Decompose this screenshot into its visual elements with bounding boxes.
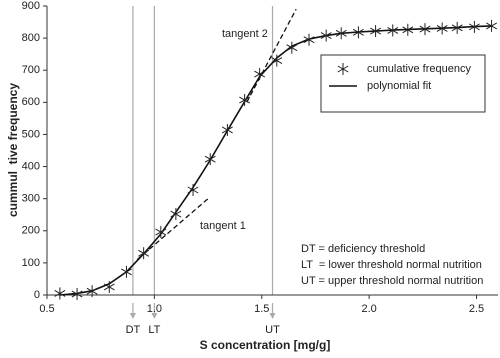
data-point <box>468 20 480 33</box>
data-point <box>402 23 414 36</box>
threshold-arrowhead <box>129 313 136 319</box>
asterisk-stroke <box>271 57 283 65</box>
data-point <box>436 22 448 35</box>
data-point <box>204 153 216 166</box>
asterisk-stroke <box>286 44 298 52</box>
data-point <box>254 68 266 81</box>
threshold-label: UT <box>265 324 280 336</box>
asterisk-stroke <box>239 96 251 104</box>
data-point <box>71 288 83 301</box>
threshold-label: LT <box>148 324 160 336</box>
data-point <box>103 280 115 293</box>
asterisk-stroke <box>402 26 414 34</box>
asterisk-stroke <box>170 210 182 218</box>
asterisk-stroke <box>352 28 364 36</box>
data-point <box>335 27 347 40</box>
data-point <box>486 19 498 32</box>
asterisk-stroke <box>138 249 150 257</box>
asterisk-stroke <box>86 287 98 295</box>
y-tick-label: 400 <box>22 160 40 172</box>
data-point <box>155 226 167 239</box>
data-point <box>120 265 132 278</box>
asterisk-stroke <box>155 228 167 236</box>
y-axis-label: cummul tive frequency <box>6 83 20 217</box>
data-point <box>239 94 251 107</box>
y-tick-label: 900 <box>22 0 40 12</box>
asterisk-stroke <box>335 29 347 37</box>
y-tick-label: 500 <box>22 128 40 140</box>
asterisk-stroke <box>54 289 66 297</box>
data-point <box>187 183 199 196</box>
asterisk-stroke <box>486 22 498 30</box>
note: UT = upper threshold normal nutrition <box>301 275 483 287</box>
asterisk-stroke <box>320 32 332 39</box>
x-tick-label: 0.5 <box>39 303 54 315</box>
data-point <box>286 41 298 54</box>
data-point <box>419 23 431 36</box>
x-tick-label: 2.0 <box>361 303 376 315</box>
tangent-label: tangent 2 <box>222 28 268 40</box>
note: DT = deficiency threshold <box>301 243 425 255</box>
y-tick-label: 600 <box>22 96 40 108</box>
note: LT = lower threshold normal nutrition <box>301 259 482 271</box>
tangent-label: tangent 1 <box>200 220 246 232</box>
asterisk-stroke <box>221 126 233 134</box>
data-point <box>170 208 182 221</box>
threshold-label: DT <box>126 324 141 336</box>
asterisk-stroke <box>419 25 431 33</box>
x-tick-label: 1.0 <box>147 303 162 315</box>
legend-marker <box>337 63 349 75</box>
asterisk-stroke <box>387 26 399 34</box>
data-point <box>370 25 382 38</box>
data-point <box>138 247 150 260</box>
asterisk-stroke <box>451 24 463 32</box>
threshold-arrowhead <box>269 313 276 319</box>
legend-box <box>320 54 486 113</box>
y-tick-label: 300 <box>22 193 40 205</box>
data-point <box>387 24 399 37</box>
asterisk-stroke <box>370 27 382 35</box>
y-tick-label: 200 <box>22 225 40 237</box>
x-tick-label: 1.5 <box>254 303 269 315</box>
y-tick-label: 800 <box>22 32 40 44</box>
data-point <box>352 26 364 39</box>
asterisk-stroke <box>254 70 266 78</box>
asterisk-stroke <box>436 25 448 32</box>
threshold-arrowhead <box>151 313 158 319</box>
tangent-line <box>246 8 297 103</box>
y-tick-label: 100 <box>22 257 40 269</box>
legend-label: polynomial fit <box>367 80 431 92</box>
data-point <box>86 285 98 298</box>
data-point <box>54 287 66 300</box>
asterisk-stroke <box>120 268 132 276</box>
asterisk-stroke <box>303 36 315 44</box>
y-tick-label: 0 <box>34 289 40 301</box>
asterisk-stroke <box>71 290 83 298</box>
legend-label: cumulative frequency <box>367 63 471 75</box>
asterisk-stroke <box>187 186 199 194</box>
data-point <box>221 123 233 136</box>
asterisk-stroke <box>204 155 216 163</box>
asterisk-stroke <box>337 65 349 73</box>
data-point <box>303 33 315 46</box>
asterisk-stroke <box>468 23 480 31</box>
data-point <box>271 54 283 67</box>
asterisk-stroke <box>103 283 115 291</box>
y-tick-label: 700 <box>22 64 40 76</box>
data-point <box>451 21 463 34</box>
x-tick-label: 2.5 <box>469 303 484 315</box>
data-point <box>320 29 332 42</box>
x-axis-label: S concentration [mg/g] <box>200 338 331 352</box>
